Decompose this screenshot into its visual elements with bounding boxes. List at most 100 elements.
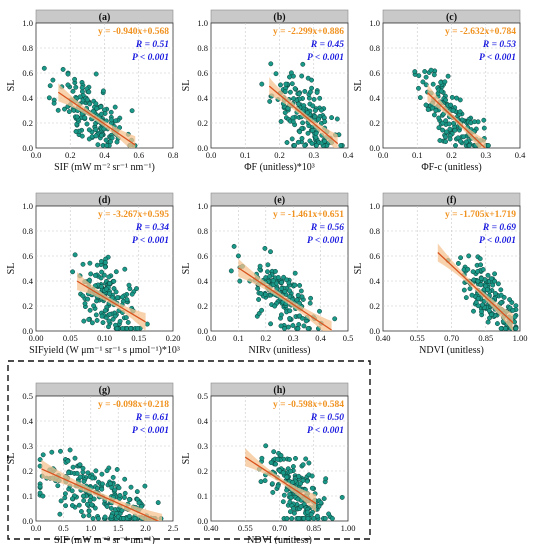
data-point	[329, 516, 335, 521]
x-tick-label: 0.10	[97, 333, 112, 343]
data-point	[231, 243, 237, 249]
data-point	[291, 505, 296, 511]
regression-equation: y = -2.299x+0.886	[273, 27, 344, 37]
data-point	[93, 101, 99, 107]
confidence-band	[238, 258, 332, 331]
data-point	[308, 295, 314, 301]
x-tick-label: 0.6	[133, 150, 144, 160]
data-point	[62, 491, 68, 497]
data-point	[436, 125, 442, 131]
regression-line	[427, 92, 486, 148]
data-point	[258, 291, 264, 296]
data-point	[429, 105, 435, 111]
y-tick-label: 0.2	[197, 118, 208, 128]
regression-equation: y = -2.632x+0.784	[445, 27, 516, 37]
data-point	[485, 319, 491, 325]
data-point	[310, 127, 315, 133]
x-axis-label: ΦF (unitless)*10³	[244, 162, 315, 173]
data-point	[65, 82, 71, 88]
data-point	[317, 95, 323, 101]
y-tick-label: 0.2	[22, 301, 33, 311]
data-point	[428, 67, 434, 73]
data-point	[81, 318, 87, 324]
y-axis-label: SL	[6, 453, 17, 465]
data-layer	[228, 243, 338, 331]
data-point	[69, 503, 75, 508]
y-tick-label: 0.2	[22, 118, 33, 128]
plot-area	[210, 205, 349, 332]
data-point	[273, 461, 279, 467]
data-layer	[41, 65, 138, 148]
x-tick-label: 0.70	[444, 333, 459, 343]
x-axis-label: SIFyield (W μm⁻¹ sr⁻¹ s μmol⁻¹)*10³	[29, 345, 180, 356]
data-point	[321, 496, 327, 502]
data-point	[285, 105, 291, 111]
data-point	[457, 109, 463, 115]
data-point	[295, 139, 301, 145]
data-point	[280, 499, 286, 505]
data-point	[104, 143, 110, 148]
data-point	[116, 485, 122, 491]
data-point	[305, 516, 311, 521]
data-point	[107, 311, 113, 317]
data-point	[99, 486, 105, 492]
data-point	[317, 308, 322, 314]
data-point	[452, 127, 458, 133]
data-point	[99, 132, 104, 138]
data-point	[126, 496, 132, 502]
data-point	[87, 277, 92, 283]
data-point	[461, 287, 467, 293]
x-tick-label: 0.4	[515, 150, 526, 160]
x-tick-label: 0.0	[206, 333, 217, 343]
data-point	[339, 494, 345, 500]
r-value: R = 0.51	[135, 40, 169, 50]
data-point	[290, 464, 296, 469]
data-point	[326, 511, 332, 517]
data-point	[290, 323, 296, 328]
y-axis-label: SL	[181, 80, 192, 92]
panel-label: (d)	[98, 195, 110, 206]
data-point	[311, 96, 317, 102]
data-point	[100, 481, 105, 487]
data-point	[416, 85, 421, 91]
data-point	[82, 115, 88, 121]
data-point	[307, 89, 313, 95]
y-tick-label: 0.6	[197, 68, 208, 78]
data-point	[113, 289, 119, 295]
data-point	[100, 320, 106, 326]
data-point	[268, 460, 274, 466]
x-tick-label: 0.1	[233, 333, 244, 343]
data-point	[298, 481, 303, 487]
data-point	[466, 253, 472, 259]
x-tick-label: 0.55	[238, 523, 253, 533]
x-axis-label: NDVI (unitless)	[419, 345, 484, 356]
data-point	[304, 478, 310, 484]
x-tick-label: 0.4	[315, 333, 326, 343]
data-point	[304, 509, 310, 515]
panel-f: (f) 0.40 0.55 0.70 0.85 1.00 0.0 0.2 0.4 0.6 0.8 1.…	[353, 192, 527, 356]
data-point	[256, 311, 262, 316]
data-point	[303, 456, 309, 462]
data-point	[272, 268, 278, 274]
y-tick-label: 0.4	[22, 276, 33, 286]
data-point	[235, 253, 241, 259]
data-point	[72, 76, 78, 82]
data-point	[110, 474, 116, 480]
data-point	[471, 277, 477, 283]
r-value: R = 0.56	[310, 223, 344, 233]
r-value: R = 0.69	[482, 223, 516, 233]
x-tick-label: 0.3	[288, 333, 299, 343]
data-point	[450, 107, 456, 113]
r-value: R = 0.50	[310, 413, 344, 423]
data-point	[479, 302, 485, 308]
data-point	[100, 88, 106, 94]
data-point	[498, 326, 504, 331]
data-point	[478, 282, 484, 288]
data-point	[69, 496, 75, 502]
data-point	[448, 102, 454, 108]
data-point	[129, 291, 135, 297]
data-point	[275, 483, 281, 489]
data-point	[91, 496, 97, 502]
data-point	[313, 143, 319, 148]
